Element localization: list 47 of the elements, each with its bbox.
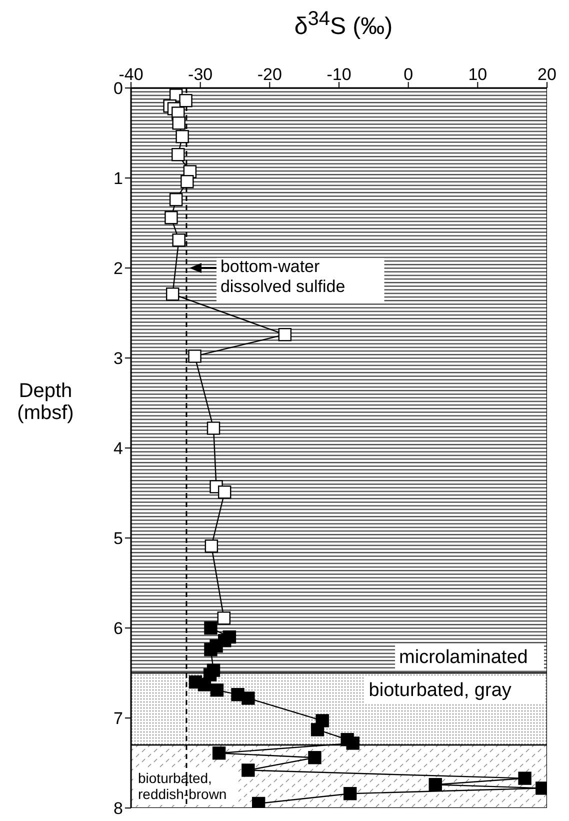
point xyxy=(278,328,292,342)
y-tick-label: 6 xyxy=(114,619,123,638)
x-tick-label: 20 xyxy=(538,65,556,84)
y-tick-label: 1 xyxy=(114,169,123,188)
y-tick-label: 3 xyxy=(114,349,123,368)
y-tick-label: 0 xyxy=(114,79,123,98)
y-tick-label: 4 xyxy=(114,439,123,458)
point xyxy=(252,796,266,808)
x-tick-label: -30 xyxy=(188,65,213,84)
y-tick-label: 5 xyxy=(114,529,123,548)
point xyxy=(210,684,224,697)
point xyxy=(204,621,218,635)
y-tick-label: 7 xyxy=(114,709,123,728)
point xyxy=(176,130,189,144)
x-tick-label: 10 xyxy=(468,65,488,84)
band-label: microlaminated xyxy=(399,647,528,668)
y-axis-title: Depth (mbsf) xyxy=(16,380,75,424)
point xyxy=(518,772,532,785)
x-tick-label: -10 xyxy=(326,65,352,84)
y-tick-label: 8 xyxy=(114,799,123,818)
band-label: bioturbated, gray xyxy=(368,680,512,701)
point xyxy=(169,193,183,206)
point xyxy=(308,751,322,764)
point xyxy=(172,116,186,130)
x-tick-label: 0 xyxy=(404,65,414,84)
point xyxy=(204,540,218,553)
point xyxy=(188,350,202,363)
annotation: bottom-water dissolved sulfide xyxy=(220,257,346,296)
point xyxy=(217,612,231,625)
point xyxy=(172,148,185,162)
point xyxy=(166,288,180,301)
point xyxy=(206,422,220,435)
x-axis-title: δ$^{34}$S (‰) xyxy=(293,8,394,41)
point xyxy=(343,787,357,800)
point xyxy=(310,723,324,736)
point xyxy=(179,94,192,108)
point xyxy=(242,692,255,705)
point xyxy=(180,175,194,188)
point xyxy=(164,211,178,224)
point xyxy=(242,764,255,777)
point xyxy=(172,234,186,247)
y-tick-label: 2 xyxy=(114,259,123,278)
x-tick-label: -20 xyxy=(257,65,282,84)
band-label: bioturbated, reddish-brown xyxy=(138,770,227,802)
point xyxy=(212,746,226,760)
point xyxy=(218,486,232,499)
point xyxy=(428,778,442,792)
